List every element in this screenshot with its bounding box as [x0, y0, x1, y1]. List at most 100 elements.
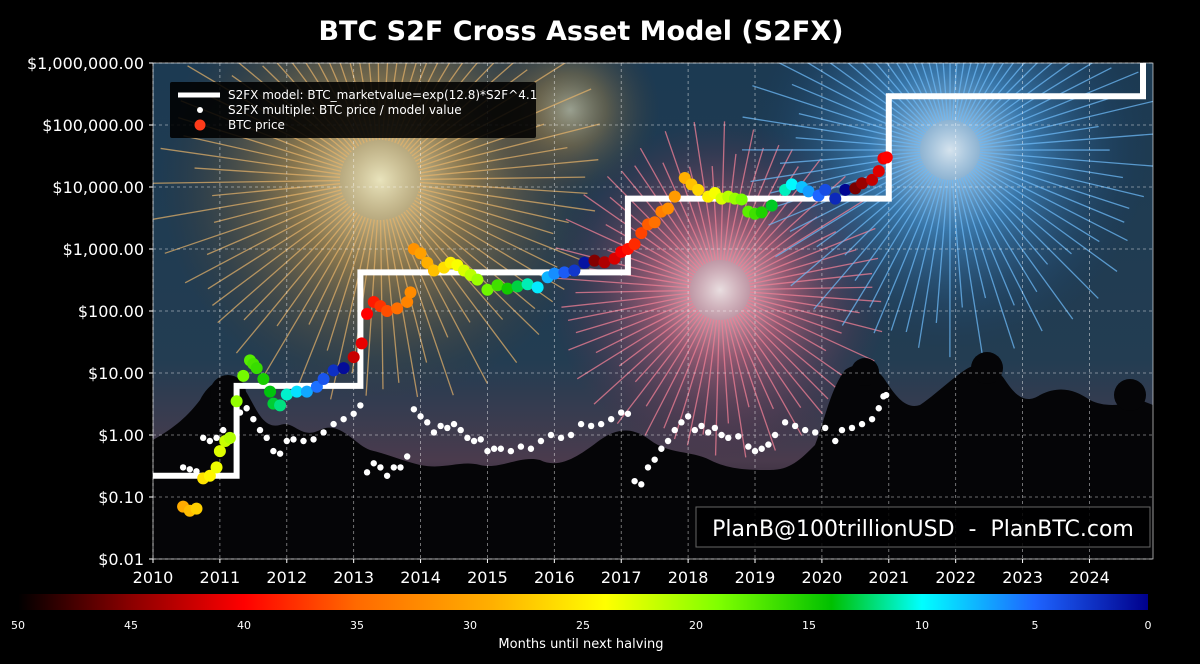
- btc-price-point: [735, 193, 748, 206]
- firework-ray: [736, 314, 802, 409]
- firework-ray: [975, 165, 1100, 243]
- multiple-point: [276, 450, 284, 457]
- firework-ray: [954, 63, 965, 121]
- firework-ray: [973, 167, 1118, 272]
- firework-ray: [816, 167, 927, 248]
- multiple-point: [410, 406, 418, 413]
- firework-ray: [740, 310, 829, 400]
- btc-price-point: [280, 388, 293, 401]
- legend-label-price: BTC price: [228, 118, 285, 132]
- x-tick-label: 2024: [1069, 568, 1110, 587]
- btc-price-point: [511, 280, 524, 293]
- btc-price-point: [802, 185, 815, 198]
- btc-price-point: [558, 266, 571, 279]
- firework-ray: [731, 317, 774, 410]
- x-tick-label: 2014: [400, 568, 441, 587]
- btc-price-point: [300, 385, 313, 398]
- firework-ray: [979, 151, 1153, 167]
- firework-ray: [194, 167, 341, 179]
- firework-ray: [972, 168, 1072, 255]
- btc-price-point: [635, 227, 648, 240]
- firework-ray: [217, 205, 351, 324]
- y-tick-label: $0.10: [98, 488, 144, 507]
- firework-ray: [965, 63, 1005, 125]
- btc-price-point: [501, 282, 514, 295]
- colorbar-tick-label: 15: [802, 619, 816, 632]
- multiple-point: [457, 426, 464, 434]
- multiple-point: [718, 431, 725, 439]
- firework-ray: [616, 313, 703, 424]
- multiple-point: [537, 437, 545, 445]
- multiple-point: [464, 434, 471, 442]
- btc-price-point: [391, 302, 404, 315]
- multiple-point: [838, 426, 846, 434]
- firework-ray: [561, 292, 691, 308]
- multiple-point: [236, 409, 244, 416]
- y-tick-label: $1,000.00: [63, 240, 144, 259]
- multiple-point: [527, 445, 535, 452]
- btc-price-point: [230, 395, 243, 408]
- firework-ray: [160, 147, 341, 175]
- btc-price-point: [785, 178, 798, 191]
- btc-price-point: [310, 380, 323, 393]
- btc-price-point: [361, 307, 374, 320]
- firework-ray: [726, 318, 750, 408]
- multiple-point: [624, 410, 632, 417]
- firework-ray: [418, 123, 600, 171]
- btc-price-point: [471, 273, 484, 286]
- firework-ray: [403, 211, 518, 363]
- multiple-point: [664, 437, 672, 445]
- multiple-point: [310, 436, 317, 443]
- multiple-point: [403, 453, 411, 460]
- btc-price-point: [866, 173, 879, 186]
- btc-price-point: [692, 183, 705, 196]
- multiple-point: [671, 426, 678, 434]
- firework-ray: [392, 217, 454, 396]
- btc-price-point: [401, 295, 414, 308]
- colorbar-tick-label: 20: [689, 619, 703, 632]
- multiple-point: [587, 422, 595, 430]
- x-tick-label: 2012: [266, 568, 307, 587]
- multiple-point: [484, 447, 491, 455]
- firework-ray: [645, 314, 705, 407]
- firework-ray: [979, 133, 1153, 149]
- firework-ray: [970, 63, 1038, 130]
- firework-ray: [886, 63, 933, 127]
- x-tick-label: 2017: [601, 568, 642, 587]
- firework-ray: [418, 191, 554, 235]
- firework-ray: [976, 163, 1128, 242]
- firework-ray: [745, 199, 865, 275]
- x-tick-label: 2020: [802, 568, 843, 587]
- btc-price-point: [872, 165, 885, 178]
- x-tick-label: 2022: [935, 568, 976, 587]
- y-tick-label: $10,000.00: [52, 178, 144, 197]
- multiple-point: [186, 466, 193, 473]
- btc-price-point: [337, 362, 350, 375]
- firework-ray: [775, 165, 925, 258]
- x-tick-label: 2013: [333, 568, 374, 587]
- firework-ray: [729, 318, 776, 451]
- y-tick-label: $10.00: [88, 364, 144, 383]
- firework-ray: [634, 165, 704, 266]
- firework-ray: [978, 158, 1130, 209]
- multiple-point: [812, 429, 819, 436]
- multiple-point: [437, 422, 444, 430]
- multiple-point: [507, 447, 515, 455]
- multiple-point: [357, 402, 364, 409]
- firework-ray: [575, 289, 691, 294]
- multiple-point: [390, 464, 398, 471]
- firework-ray: [416, 194, 589, 264]
- firework-ray: [576, 305, 695, 380]
- firework-ray: [747, 227, 876, 280]
- firework-ray: [415, 197, 558, 268]
- firework-ray: [593, 309, 699, 405]
- firework-ray: [890, 178, 942, 331]
- firework-ray: [605, 223, 695, 276]
- btc-price-point: [237, 369, 250, 382]
- firework-ray: [977, 71, 1139, 140]
- firework-ray: [567, 295, 691, 322]
- multiple-point: [450, 420, 458, 428]
- firework-ray: [813, 172, 932, 310]
- firework-ray: [722, 153, 737, 261]
